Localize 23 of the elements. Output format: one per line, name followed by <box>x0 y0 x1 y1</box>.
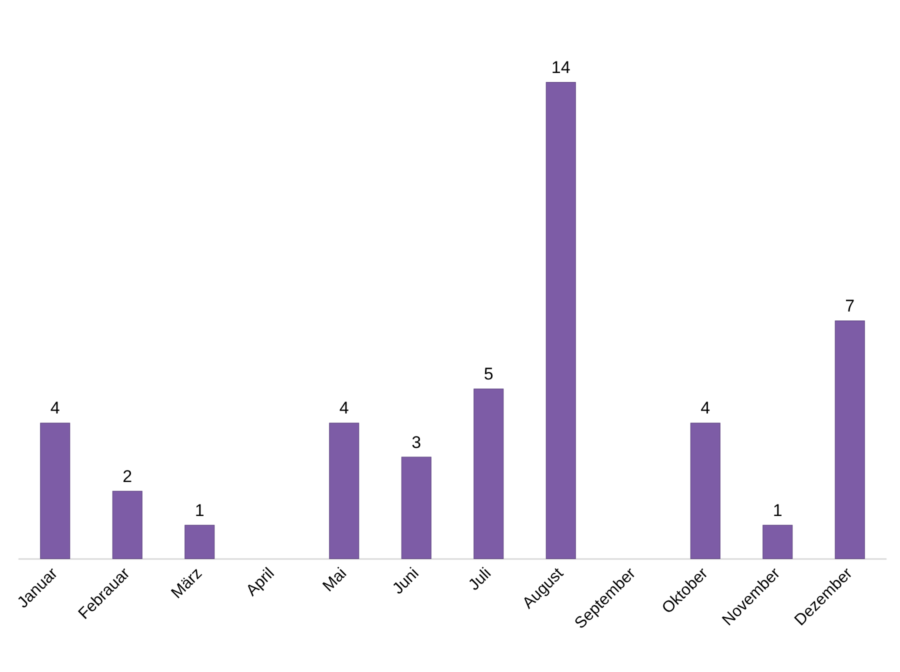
data-label: 4 <box>700 398 710 418</box>
bar <box>474 388 504 559</box>
data-label: 1 <box>772 500 782 520</box>
bar <box>546 82 576 559</box>
data-label: 14 <box>551 58 570 77</box>
x-tick-label: Mai <box>320 564 350 596</box>
bar <box>112 490 142 559</box>
bar <box>401 456 432 559</box>
data-label: 1 <box>194 500 204 520</box>
data-label: 5 <box>484 364 494 384</box>
bar <box>329 422 360 559</box>
data-label: 2 <box>122 466 132 486</box>
bar <box>834 320 865 559</box>
data-label: 3 <box>412 432 422 452</box>
data-label: 4 <box>50 398 60 418</box>
bar <box>184 524 215 559</box>
bar <box>762 524 793 559</box>
data-label: 4 <box>339 398 349 418</box>
data-label: 7 <box>845 296 855 316</box>
bar <box>690 422 720 559</box>
x-tick-label: Juni <box>390 564 422 598</box>
x-tick-label: Juli <box>466 564 495 594</box>
bar <box>40 422 70 559</box>
